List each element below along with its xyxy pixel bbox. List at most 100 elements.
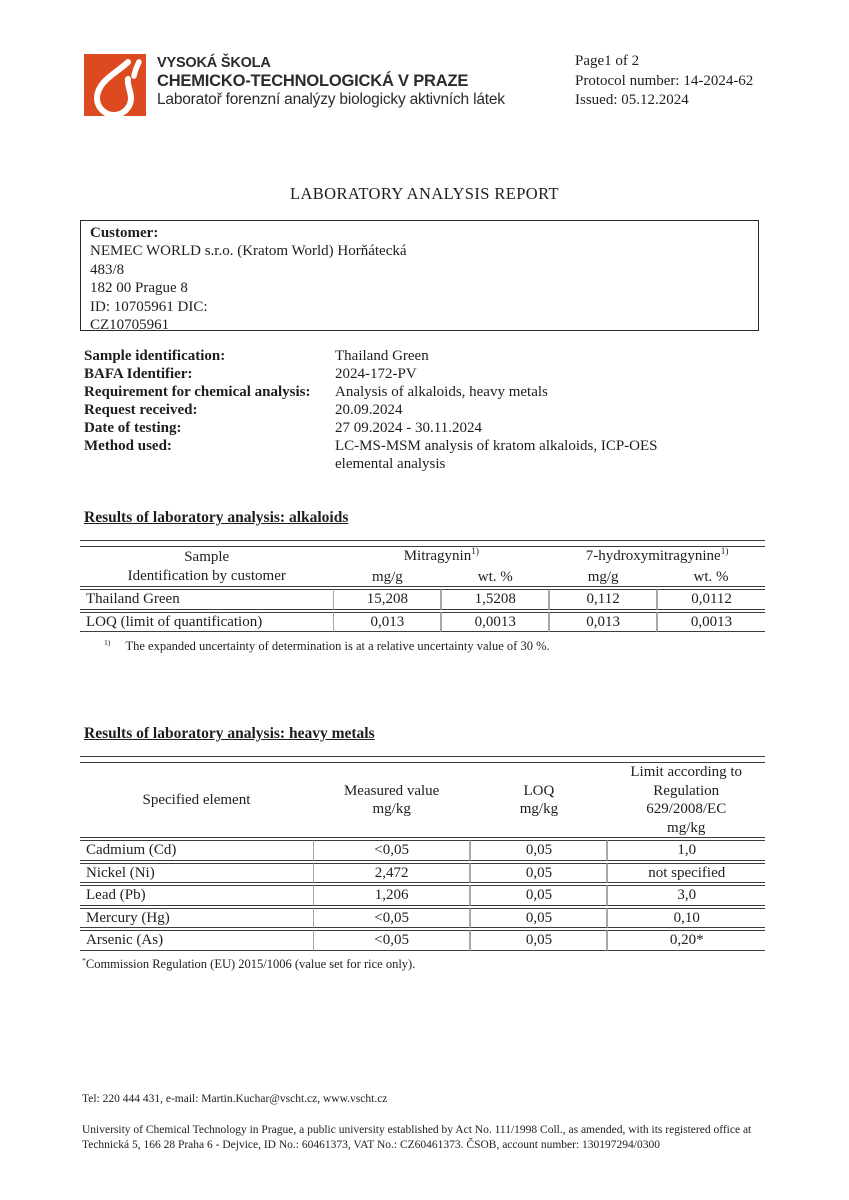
unit-header: mg/g — [549, 568, 658, 587]
element-name-cell: Mercury (Hg) — [80, 907, 313, 928]
hm-col-element-header: Specified element — [80, 762, 313, 838]
issue-date: Issued: 05.12.2024 — [575, 92, 689, 108]
info-value: Analysis of alkaloids, heavy metals — [335, 384, 548, 400]
unit-header: wt. % — [441, 568, 550, 587]
table-row: Mercury (Hg) <0,05 0,05 0,10 — [80, 907, 765, 928]
customer-id: ID: 10705961 DIC: — [90, 298, 208, 315]
info-label: BAFA Identifier: — [84, 366, 193, 382]
value-cell: 15,208 — [333, 589, 442, 610]
info-value: LC-MS-MSM analysis of kratom alkaloids, … — [335, 438, 658, 472]
university-name-line2: CHEMICKO-TECHNOLOGICKÁ V PRAZE — [157, 72, 469, 90]
value-cell: <0,05 — [312, 930, 471, 951]
info-value: 2024-172-PV — [335, 366, 417, 382]
info-value: 27 09.2024 - 30.11.2024 — [335, 420, 482, 436]
value-cell: 0,05 — [470, 862, 608, 883]
info-label: Method used: — [84, 438, 172, 454]
heavy-metals-footnote: *Commission Regulation (EU) 2015/1006 (v… — [80, 956, 765, 972]
customer-name: NEMEC WORLD s.r.o. (Kratom World) Horňát… — [90, 243, 407, 260]
value-cell: 0,05 — [470, 930, 608, 951]
element-name-cell: Arsenic (As) — [80, 930, 313, 951]
alkaloids-footnote: 1) The expanded uncertainty of determinat… — [80, 638, 765, 654]
table-row: Nickel (Ni) 2,472 0,05 not specified — [80, 862, 765, 883]
value-cell: 0,0112 — [657, 589, 765, 610]
vscht-drop-logo-icon — [84, 54, 146, 116]
customer-vat: CZ10705961 — [90, 317, 170, 334]
unit-header: wt. % — [657, 568, 765, 587]
page-number: Page1 of 2 — [575, 53, 640, 69]
hm-col-loq-header: LOQ mg/kg — [470, 762, 608, 838]
value-cell: 3,0 — [607, 885, 765, 906]
info-value: 20.09.2024 — [335, 402, 403, 418]
university-registration-line: University of Chemical Technology in Pra… — [82, 1124, 752, 1151]
table-row: Arsenic (As) <0,05 0,05 0,20* — [80, 930, 765, 951]
group-label: 7-hydroxymitragynine — [585, 548, 721, 564]
alkaloids-group-mitragynin: Mitragynin1) — [333, 546, 550, 566]
info-label: Requirement for chemical analysis: — [84, 384, 311, 400]
group-footnote-marker: 1) — [720, 547, 729, 557]
group-label: Mitragynin — [403, 548, 472, 564]
value-cell: not specified — [607, 862, 765, 883]
sample-info: Sample identification: Thailand Green BA… — [84, 347, 760, 473]
info-label: Sample identification: — [84, 348, 226, 364]
value-cell: 0,05 — [470, 885, 608, 906]
sample-name-cell: Thailand Green — [80, 589, 334, 610]
university-name: VYSOKÁ ŠKOLA CHEMICKO-TECHNOLOGICKÁ V PR… — [157, 54, 505, 109]
value-cell: 0,112 — [549, 589, 658, 610]
value-cell: 1,206 — [312, 885, 471, 906]
customer-label: Customer: — [90, 225, 159, 241]
table-row: Cadmium (Cd) <0,05 0,05 1,0 — [80, 840, 765, 861]
element-name-cell: Lead (Pb) — [80, 885, 313, 906]
value-cell: 0,20* — [607, 930, 765, 951]
page-header: VYSOKÁ ŠKOLA CHEMICKO-TECHNOLOGICKÁ V PR… — [84, 53, 765, 116]
group-footnote-marker: 1) — [471, 547, 479, 557]
alkaloids-heading: Results of laboratory analysis: alkaloid… — [84, 509, 349, 526]
footnote-text: Commission Regulation (EU) 2015/1006 (va… — [85, 956, 416, 971]
heavy-metals-table: Specified element Measured value mg/kg L… — [80, 760, 765, 953]
customer-city: 182 00 Prague 8 — [90, 280, 188, 297]
info-label: Request received: — [84, 402, 198, 418]
value-cell: <0,05 — [312, 840, 471, 861]
protocol-number: Protocol number: 14-2024-62 — [575, 72, 754, 89]
table-row: LOQ (limit of quantification) 0,013 0,00… — [80, 611, 765, 632]
info-value: Thailand Green — [335, 348, 429, 364]
sample-name-cell: LOQ (limit of quantification) — [80, 611, 334, 632]
alkaloids-table-wrap: Sample Identification by customer Mitrag… — [80, 540, 765, 634]
value-cell: <0,05 — [312, 907, 471, 928]
alkaloids-col-sample-header: Sample Identification by customer — [80, 546, 334, 587]
info-label: Date of testing: — [84, 420, 182, 436]
customer-box: Customer: NEMEC WORLD s.r.o. (Kratom Wor… — [80, 220, 759, 334]
contact-line: Tel: 220 444 431, e-mail: Martin.Kuchar@… — [82, 1093, 388, 1105]
footnote-marker: * — [82, 955, 86, 965]
value-cell: 0,0013 — [657, 611, 765, 632]
page-footer: Tel: 220 444 431, e-mail: Martin.Kuchar@… — [82, 1092, 764, 1153]
alkaloids-table: Sample Identification by customer Mitrag… — [80, 544, 765, 634]
laboratory-name: Laboratoř forenzní analýzy biologicky ak… — [157, 91, 505, 108]
table-row: Lead (Pb) 1,206 0,05 3,0 — [80, 885, 765, 906]
value-cell: 0,013 — [333, 611, 442, 632]
footnote-marker: 1) — [104, 637, 111, 647]
university-name-line1: VYSOKÁ ŠKOLA — [157, 55, 271, 71]
alkaloids-section: Results of laboratory analysis: alkaloid… — [80, 509, 765, 654]
value-cell: 0,013 — [549, 611, 658, 632]
heavy-metals-table-wrap: Specified element Measured value mg/kg L… — [80, 756, 765, 953]
hm-col-limit-header: Limit according to Regulation 629/2008/E… — [607, 762, 765, 838]
element-name-cell: Cadmium (Cd) — [80, 840, 313, 861]
university-logo-block: VYSOKÁ ŠKOLA CHEMICKO-TECHNOLOGICKÁ V PR… — [84, 54, 765, 116]
report-title: LABORATORY ANALYSIS REPORT — [289, 184, 560, 203]
hm-col-measured-header: Measured value mg/kg — [312, 762, 471, 838]
value-cell: 1,5208 — [441, 589, 550, 610]
alkaloids-group-7ohm: 7-hydroxymitragynine1) — [549, 546, 765, 566]
table-row: Thailand Green 15,208 1,5208 0,112 0,011… — [80, 589, 765, 610]
value-cell: 1,0 — [607, 840, 765, 861]
value-cell: 2,472 — [312, 862, 471, 883]
element-name-cell: Nickel (Ni) — [80, 862, 313, 883]
heavy-metals-heading: Results of laboratory analysis: heavy me… — [84, 725, 375, 742]
customer-street-number: 483/8 — [90, 261, 125, 278]
value-cell: 0,10 — [607, 907, 765, 928]
unit-header: mg/g — [333, 568, 442, 587]
value-cell: 0,0013 — [441, 611, 550, 632]
value-cell: 0,05 — [470, 840, 608, 861]
heavy-metals-section: Results of laboratory analysis: heavy me… — [80, 725, 765, 972]
value-cell: 0,05 — [470, 907, 608, 928]
